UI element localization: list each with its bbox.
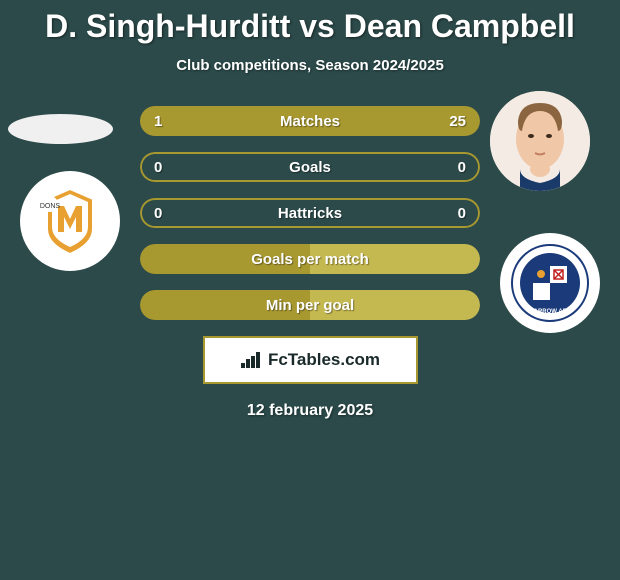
player-face-icon	[490, 91, 590, 191]
brand-text: FcTables.com	[268, 350, 380, 370]
barrow-logo-icon: BARROW AFC 1901	[511, 244, 589, 322]
svg-text:DONS: DONS	[39, 203, 60, 210]
stat-label: Hattricks	[140, 205, 480, 222]
date-text: 12 february 2025	[0, 402, 620, 420]
svg-text:BARROW AFC: BARROW AFC	[529, 309, 571, 315]
stats-container: 125Matches 00Goals 00Hattricks Goals per ma…	[140, 106, 480, 320]
club-right-logo: BARROW AFC 1901	[500, 233, 600, 333]
stat-row: 125Matches	[140, 106, 480, 136]
stat-label: Min per goal	[140, 297, 480, 314]
stat-row: Min per goal	[140, 290, 480, 320]
mk-dons-logo-icon: DONS	[38, 184, 103, 259]
stat-label: Goals	[140, 159, 480, 176]
stat-label: Matches	[140, 113, 480, 130]
stat-row: 00Hattricks	[140, 198, 480, 228]
stat-row: 00Goals	[140, 152, 480, 182]
stat-label: Goals per match	[140, 251, 480, 268]
subtitle: Club competitions, Season 2024/2025	[0, 57, 620, 74]
brand-chart-icon	[240, 351, 262, 369]
club-left-logo: DONS	[20, 171, 120, 271]
page-title: D. Singh-Hurditt vs Dean Campbell	[0, 0, 620, 45]
player-left-avatar	[8, 114, 113, 144]
svg-text:1901: 1901	[544, 254, 555, 260]
comparison-content: DONS BARROW AFC 1901 125	[0, 106, 620, 420]
stat-row: Goals per match	[140, 244, 480, 274]
player-right-avatar	[490, 91, 590, 191]
brand-box: FcTables.com	[203, 336, 418, 384]
